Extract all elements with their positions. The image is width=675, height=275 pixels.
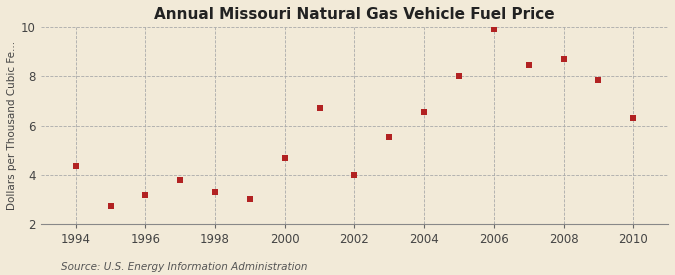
Point bbox=[454, 74, 464, 78]
Point bbox=[279, 155, 290, 160]
Point bbox=[593, 78, 603, 82]
Point bbox=[418, 109, 429, 114]
Point bbox=[384, 135, 395, 139]
Point bbox=[175, 178, 186, 182]
Point bbox=[349, 172, 360, 177]
Point bbox=[558, 57, 569, 62]
Point bbox=[628, 116, 639, 120]
Point bbox=[140, 193, 151, 197]
Point bbox=[314, 106, 325, 111]
Point bbox=[105, 204, 116, 208]
Text: Source: U.S. Energy Information Administration: Source: U.S. Energy Information Administ… bbox=[61, 262, 307, 272]
Point bbox=[523, 63, 534, 67]
Point bbox=[489, 27, 500, 31]
Point bbox=[244, 197, 255, 201]
Point bbox=[70, 164, 81, 168]
Point bbox=[210, 189, 221, 194]
Title: Annual Missouri Natural Gas Vehicle Fuel Price: Annual Missouri Natural Gas Vehicle Fuel… bbox=[154, 7, 555, 22]
Y-axis label: Dollars per Thousand Cubic Fe...: Dollars per Thousand Cubic Fe... bbox=[7, 41, 17, 210]
